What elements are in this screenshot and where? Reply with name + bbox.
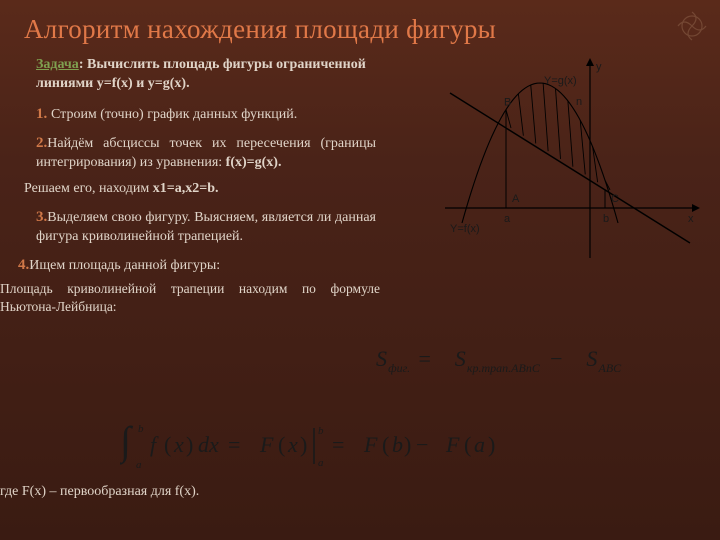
svg-text:a: a: [318, 457, 324, 469]
svg-text:S: S: [586, 346, 597, 371]
svg-text:C: C: [611, 193, 619, 205]
newton-leibniz-formula: ∫abf(x)dx = F(x)ba = F(b) − F(a): [120, 420, 550, 474]
svg-text:dx: dx: [198, 432, 219, 457]
svg-text:b: b: [138, 423, 144, 435]
svg-text:a: a: [504, 213, 511, 225]
newton-leibniz-text: Площадь криволинейной трапеции находим п…: [0, 280, 380, 316]
problem-statement: Задача: Вычислить площадь фигуры огранич…: [36, 56, 376, 94]
svg-text:y: y: [596, 61, 602, 73]
functions-graph: y x Y=g(x) Y=f(x) Bn A Ca b: [440, 58, 700, 268]
solve-text: Решаем его, находим: [24, 181, 153, 196]
problem-text: : Вычислить площадь фигуры ограниченной …: [36, 57, 366, 91]
step-4: 4.Ищем площадь данной фигуры:: [18, 255, 376, 276]
svg-text:∫: ∫: [120, 420, 134, 465]
svg-text:(: (: [382, 432, 389, 457]
step-3-text: Выделяем свою фигуру. Выясняем, является…: [36, 210, 376, 244]
step-2: 2.Найдём абсциссы точек их пересечения (…: [36, 133, 376, 173]
svg-text:S: S: [376, 346, 387, 371]
svg-text:кр.трап.ABnC: кр.трап.ABnC: [467, 361, 541, 375]
svg-text:−: −: [416, 432, 428, 457]
svg-text:a: a: [136, 459, 142, 471]
solve-line: Решаем его, находим x1=a,x2=b.: [24, 180, 376, 199]
svg-text:F: F: [445, 432, 460, 457]
svg-text:Y=g(x): Y=g(x): [544, 75, 577, 87]
svg-text:b: b: [392, 432, 403, 457]
svg-text:фиг.: фиг.: [388, 361, 410, 375]
step-4-text: Ищем площадь данной фигуры:: [29, 258, 220, 273]
svg-text:F: F: [259, 432, 274, 457]
svg-text:=: =: [332, 432, 344, 457]
svg-text:a: a: [474, 432, 485, 457]
svg-text:): ): [404, 432, 411, 457]
step-2-number: 2.: [36, 135, 47, 151]
svg-text:b: b: [603, 213, 609, 225]
svg-text:(: (: [164, 432, 171, 457]
step-3: 3.Выделяем свою фигуру. Выясняем, являет…: [36, 207, 376, 247]
step-4-number: 4.: [18, 257, 29, 273]
step-3-number: 3.: [36, 209, 47, 225]
corner-flourish-icon: [672, 6, 712, 46]
step-2-eq: f(x)=g(x).: [226, 155, 282, 170]
step-2-text: Найдём абсциссы точек их пересечения (гр…: [36, 136, 376, 170]
primitive-note: где F(x) – первообразная для f(x).: [0, 484, 199, 500]
svg-text:x: x: [688, 213, 694, 225]
solve-roots: x1=a,x2=b.: [153, 181, 219, 196]
area-formula: Sфиг. = Sкр.трап.ABnC − SABC: [376, 340, 696, 380]
svg-text:−: −: [550, 346, 562, 371]
algorithm-body: Задача: Вычислить площадь фигуры огранич…: [36, 56, 376, 316]
svg-text:): ): [488, 432, 495, 457]
svg-text:=: =: [228, 432, 240, 457]
problem-label: Задача: [36, 57, 79, 72]
svg-text:A: A: [512, 193, 520, 205]
svg-text:B: B: [504, 97, 511, 109]
svg-text:(: (: [464, 432, 471, 457]
svg-text:): ): [300, 432, 307, 457]
svg-text:ABC: ABC: [598, 361, 623, 375]
svg-text:x: x: [173, 432, 184, 457]
svg-text:S: S: [455, 346, 466, 371]
svg-text:n: n: [576, 96, 582, 108]
step-1-number: 1.: [36, 106, 51, 122]
svg-text:f: f: [150, 432, 159, 457]
svg-text:x: x: [287, 432, 298, 457]
step-1-text: Строим (точно) график данных функций.: [51, 107, 297, 122]
page-title: Алгоритм нахождения площади фигуры: [0, 0, 720, 45]
svg-text:b: b: [318, 425, 324, 437]
svg-text:Y=f(x): Y=f(x): [450, 223, 480, 235]
svg-text:F: F: [363, 432, 378, 457]
svg-text:=: =: [419, 346, 431, 371]
svg-text:): ): [186, 432, 193, 457]
svg-text:(: (: [278, 432, 285, 457]
step-1: 1. Строим (точно) график данных функций.: [36, 104, 376, 125]
